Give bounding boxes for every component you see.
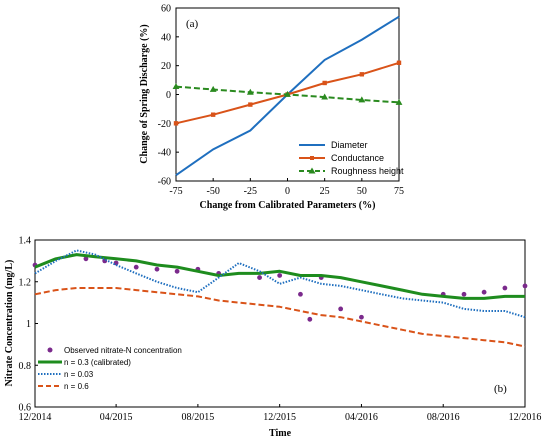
panel-a-label: (a)	[186, 18, 199, 30]
panel-a-x-axis-label: Change from Calibrated Parameters (%)	[200, 200, 376, 211]
y-tick-label: -40	[158, 148, 171, 159]
x-tick-label: 25	[320, 186, 330, 197]
observed-data-point	[502, 285, 508, 291]
chart-panel-b: 12/2014 04/2015 08/2015 12/2015 04/2016 08/20…	[4, 236, 541, 440]
panel-b-axes-box	[34, 239, 526, 408]
panel-a-legend: Diameter Conductance Roughness height	[299, 140, 404, 176]
data-point-roughness-height	[246, 88, 254, 95]
observed-data-point	[298, 291, 303, 297]
panel-b-label: (b)	[494, 383, 507, 395]
observed-data-point	[307, 316, 313, 322]
legend-marker-conductance	[310, 156, 314, 160]
y-tick-label: -20	[158, 119, 171, 130]
observed-data-point	[481, 289, 487, 295]
panel-b-legend: Observed nitrate-N concentration n = 0.3…	[38, 346, 182, 391]
data-point-roughness-height	[209, 85, 217, 92]
x-tick-label: 50	[357, 186, 367, 197]
series-line-n-0-6	[34, 287, 526, 348]
data-point-conductance	[359, 72, 365, 77]
y-tick-label: 20	[161, 61, 171, 72]
observed-data-point	[174, 268, 180, 274]
data-point-roughness-height	[284, 90, 291, 97]
x-tick-label: -75	[169, 186, 182, 197]
legend-label-diameter: Diameter	[331, 140, 368, 150]
y-tick-label: 60	[161, 4, 171, 15]
x-tick-label: 12/2014	[19, 412, 52, 423]
panel-b-y-axis-label: Nitrate Concentration (mg/L)	[4, 260, 15, 387]
x-tick-label: -25	[244, 186, 257, 197]
observed-data-point	[113, 260, 119, 266]
y-tick-label: 1.4	[19, 236, 32, 247]
observed-data-point	[522, 283, 528, 289]
data-point-conductance	[396, 60, 402, 65]
y-tick-label: -60	[158, 177, 171, 188]
data-point-roughness-height	[395, 98, 403, 105]
observed-data-point	[133, 264, 139, 270]
data-point-conductance	[322, 80, 327, 86]
y-tick-label: 1	[26, 319, 31, 330]
observed-data-point	[338, 306, 344, 312]
legend-marker-observed	[47, 347, 53, 353]
panel-b-ticks: 12/2014 04/2015 08/2015 12/2015 04/2016 08/20…	[19, 236, 542, 424]
data-point-roughness-height	[321, 93, 329, 100]
panel-b-series	[32, 249, 528, 348]
observed-data-point	[257, 275, 262, 280]
x-tick-label: 08/2016	[427, 412, 460, 423]
y-tick-label: 0	[166, 90, 171, 101]
observed-data-point	[277, 273, 283, 278]
y-tick-label: 0.8	[19, 361, 32, 372]
chart-panel-a: -75 -50 -25 0 25 50 75 -60 -40 -20 0 20 40 60 (a) Cha…	[139, 4, 404, 212]
y-tick-label: 1.2	[19, 277, 32, 288]
legend-label-observed: Observed nitrate-N concentration	[64, 346, 182, 355]
x-tick-label: -50	[206, 186, 219, 197]
x-tick-label: 12/2015	[263, 412, 296, 423]
legend-label-conductance: Conductance	[331, 153, 384, 163]
y-tick-label: 0.6	[19, 403, 32, 414]
data-point-roughness-height	[172, 82, 180, 89]
x-tick-label: 75	[394, 186, 404, 197]
x-tick-label: 0	[285, 186, 290, 197]
x-tick-label: 12/2016	[509, 412, 542, 423]
data-point-roughness-height	[358, 96, 366, 103]
panel-b-x-axis-label: Time	[269, 428, 292, 439]
panel-a-y-axis-label: Change of Spring Discharge (%)	[139, 24, 150, 163]
series-line-n-0-3-calibrated	[34, 253, 525, 300]
legend-label-calibrated: n = 0.3 (calibrated)	[64, 358, 131, 367]
panel-a-series	[172, 15, 403, 177]
observed-data-point	[461, 291, 467, 297]
observed-data-point	[359, 314, 364, 320]
legend-label-n06: n = 0.6	[64, 382, 89, 391]
legend-marker-roughness	[308, 167, 316, 174]
legend-label-n003: n = 0.03	[64, 370, 94, 379]
data-point-conductance	[173, 121, 179, 126]
data-point-conductance	[248, 102, 253, 107]
observed-data-point	[83, 256, 89, 262]
x-tick-label: 04/2015	[100, 412, 133, 423]
y-tick-label: 40	[161, 32, 171, 43]
data-point-conductance	[210, 112, 216, 117]
observed-data-point	[154, 266, 160, 272]
panel-a-ticks: -75 -50 -25 0 25 50 75 -60 -40 -20 0 20 40 60	[158, 4, 404, 198]
x-tick-label: 08/2015	[181, 412, 214, 423]
legend-label-roughness: Roughness height	[331, 166, 404, 176]
x-tick-label: 04/2016	[345, 412, 378, 423]
